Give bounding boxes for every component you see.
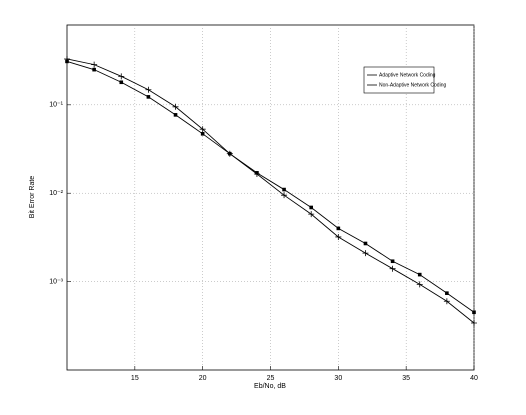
marker: [119, 80, 124, 85]
marker: [92, 67, 96, 72]
x-tick-label: 30: [334, 375, 342, 382]
marker: [362, 250, 369, 257]
marker: [363, 241, 368, 246]
marker: [228, 151, 232, 156]
marker: [335, 233, 342, 240]
marker: [443, 298, 450, 305]
legend-label: Non-Adaptive Network Coding: [379, 82, 446, 88]
x-tick-label: 25: [267, 375, 275, 382]
marker: [336, 226, 341, 231]
series-line: [66, 58, 475, 324]
marker: [282, 187, 286, 192]
marker: [118, 73, 125, 80]
marker: [417, 272, 422, 277]
y-tick-label: 10⁻¹: [49, 102, 63, 109]
marker: [146, 95, 151, 99]
x-axis-label: Eb/No, dB: [254, 383, 286, 390]
marker: [416, 281, 423, 288]
marker: [199, 126, 206, 133]
legend-box: [363, 66, 435, 94]
marker: [308, 211, 315, 218]
marker: [200, 132, 205, 136]
marker: [445, 291, 449, 295]
x-tick-label: 35: [402, 375, 410, 382]
y-tick-label: 10⁻²: [49, 190, 63, 197]
marker: [255, 171, 259, 175]
x-tick-label: 15: [131, 375, 139, 382]
series-line: [66, 60, 475, 313]
marker: [471, 320, 477, 327]
y-axis-label: Bit Error Rate: [29, 176, 36, 219]
marker: [172, 103, 179, 110]
x-tick-label: 40: [470, 375, 478, 382]
marker: [281, 192, 288, 199]
marker: [65, 59, 69, 64]
marker: [145, 86, 152, 93]
marker: [173, 113, 178, 117]
marker: [472, 310, 476, 315]
marker: [390, 259, 395, 264]
marker: [389, 265, 396, 272]
x-tick-label: 20: [199, 375, 207, 382]
legend-label: Adaptive Network Coding: [379, 72, 436, 78]
marker: [91, 61, 98, 68]
marker: [309, 205, 313, 210]
y-tick-label: 10⁻³: [49, 278, 63, 285]
